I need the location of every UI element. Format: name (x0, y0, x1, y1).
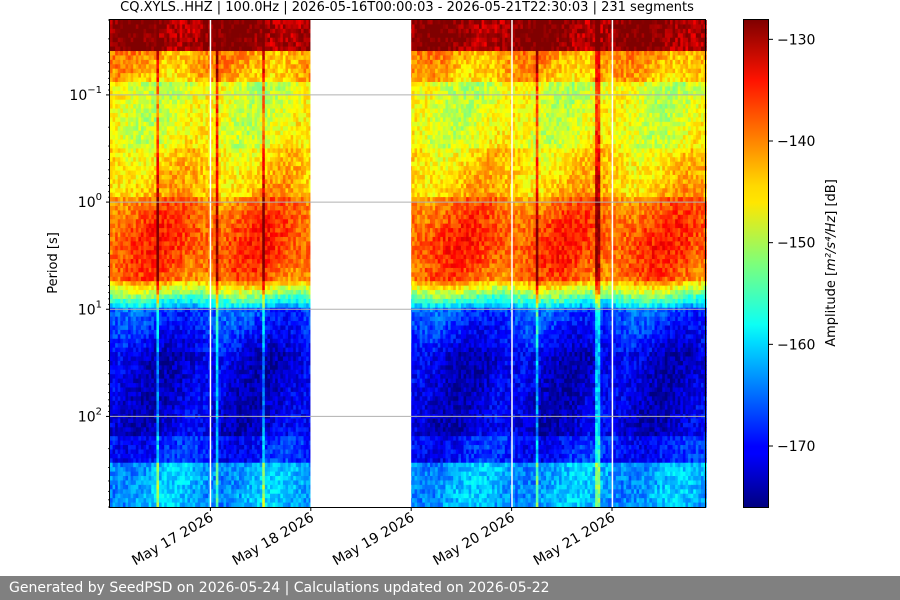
chart-title: CQ.XYLS..HHZ | 100.0Hz | 2026-05-16T00:0… (120, 0, 694, 15)
heatmap-area (110, 20, 707, 508)
